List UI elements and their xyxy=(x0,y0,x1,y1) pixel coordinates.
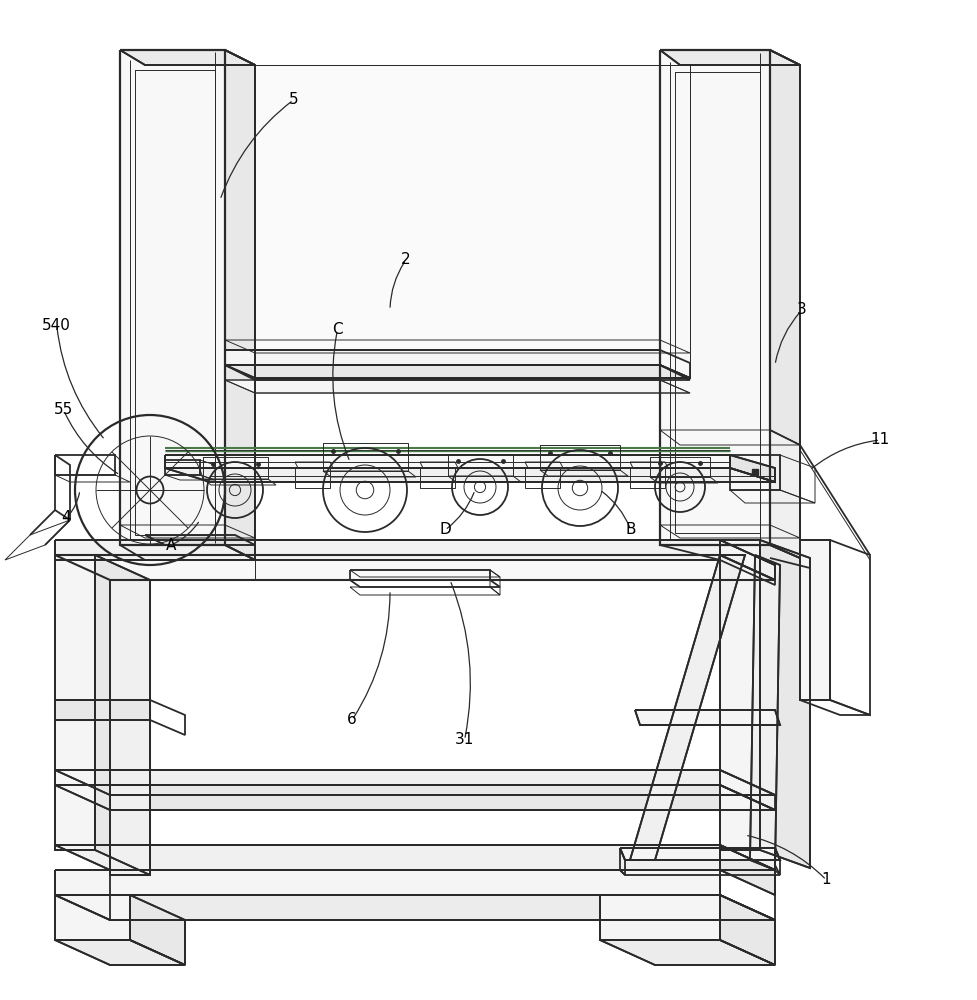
Polygon shape xyxy=(55,540,719,555)
Polygon shape xyxy=(55,540,719,560)
Text: 55: 55 xyxy=(54,402,73,418)
Text: 1: 1 xyxy=(821,872,830,888)
Polygon shape xyxy=(759,540,809,868)
Polygon shape xyxy=(719,895,774,965)
Text: A: A xyxy=(166,538,176,552)
Polygon shape xyxy=(225,365,690,378)
Polygon shape xyxy=(769,50,799,558)
Polygon shape xyxy=(55,895,774,920)
Text: 6: 6 xyxy=(347,712,357,728)
Polygon shape xyxy=(55,555,95,850)
Polygon shape xyxy=(659,50,799,65)
Polygon shape xyxy=(120,50,255,65)
Polygon shape xyxy=(55,785,774,810)
Polygon shape xyxy=(599,940,774,965)
Text: 31: 31 xyxy=(454,732,474,748)
Polygon shape xyxy=(145,535,255,545)
Text: 540: 540 xyxy=(42,318,71,332)
Polygon shape xyxy=(130,895,185,965)
Text: B: B xyxy=(625,522,635,538)
Polygon shape xyxy=(659,50,769,545)
Polygon shape xyxy=(225,380,690,393)
Polygon shape xyxy=(95,555,149,875)
Polygon shape xyxy=(225,50,255,560)
Polygon shape xyxy=(225,350,659,365)
Polygon shape xyxy=(799,540,829,700)
Polygon shape xyxy=(255,65,690,378)
Text: 2: 2 xyxy=(401,252,410,267)
Polygon shape xyxy=(55,555,774,580)
Text: 4: 4 xyxy=(62,510,71,526)
Text: 3: 3 xyxy=(796,302,806,318)
Polygon shape xyxy=(165,468,774,482)
Polygon shape xyxy=(769,430,799,558)
Polygon shape xyxy=(120,50,225,545)
Polygon shape xyxy=(619,848,780,860)
Polygon shape xyxy=(634,710,780,725)
Text: 11: 11 xyxy=(870,432,889,448)
Polygon shape xyxy=(719,845,774,895)
Polygon shape xyxy=(55,940,185,965)
Polygon shape xyxy=(629,555,744,860)
Text: D: D xyxy=(439,522,450,538)
Polygon shape xyxy=(55,700,149,720)
Polygon shape xyxy=(55,845,774,870)
Polygon shape xyxy=(109,580,149,875)
Text: C: C xyxy=(332,322,342,338)
Polygon shape xyxy=(749,555,780,870)
Polygon shape xyxy=(165,455,729,468)
Text: 5: 5 xyxy=(288,93,298,107)
Polygon shape xyxy=(599,895,719,940)
Polygon shape xyxy=(55,770,774,795)
Polygon shape xyxy=(719,540,759,850)
Polygon shape xyxy=(55,895,130,940)
Polygon shape xyxy=(729,455,774,482)
Polygon shape xyxy=(719,540,774,580)
Polygon shape xyxy=(55,870,719,895)
